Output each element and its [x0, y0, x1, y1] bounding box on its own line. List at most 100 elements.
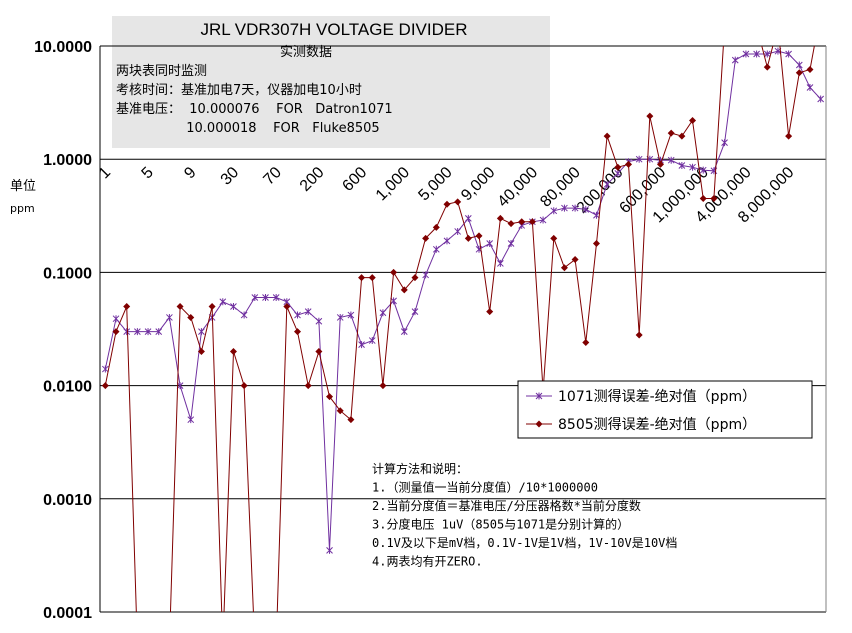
- y-tick-label: 0.0001: [43, 605, 92, 622]
- point: [518, 218, 526, 226]
- point: [326, 393, 334, 401]
- point: [197, 348, 205, 356]
- point: [763, 63, 771, 71]
- point: [432, 223, 440, 231]
- point: [785, 132, 793, 140]
- point: [464, 234, 472, 242]
- point: [646, 112, 654, 120]
- point: [411, 308, 419, 316]
- point: [390, 268, 398, 276]
- point: [635, 331, 643, 339]
- point: [535, 392, 543, 400]
- point: [535, 420, 543, 428]
- x-tick-label: 5,000: [415, 164, 455, 204]
- point: [614, 163, 622, 171]
- info-line: 两块表同时监测: [116, 64, 207, 79]
- point: [721, 23, 728, 30]
- point: [198, 328, 205, 336]
- point: [336, 407, 344, 415]
- point: [294, 311, 301, 319]
- note-line: 3.分度电压 1uV（8505与1071是分别计算的）: [372, 517, 629, 532]
- x-tick-label: 9: [181, 164, 199, 182]
- point: [315, 348, 323, 356]
- x-tick-label: 40,000: [495, 164, 542, 211]
- point: [603, 180, 611, 188]
- point: [101, 382, 109, 390]
- point: [475, 232, 483, 240]
- point: [187, 313, 195, 321]
- point: [732, 23, 739, 30]
- point: [678, 161, 686, 169]
- point: [123, 302, 131, 310]
- point: [560, 264, 568, 272]
- point: [443, 237, 451, 245]
- point: [272, 294, 280, 302]
- y-tick-label: 0.0010: [43, 492, 92, 509]
- point: [304, 382, 312, 390]
- point: [592, 240, 600, 248]
- point: [358, 274, 366, 282]
- point: [571, 204, 579, 212]
- x-tick-label: 30: [218, 164, 243, 189]
- point: [358, 341, 365, 349]
- point: [400, 286, 408, 294]
- point: [795, 69, 803, 77]
- point: [603, 132, 611, 140]
- info-line: 基准电压： 10.000076 FOR Datron1071: [116, 102, 393, 117]
- point: [112, 315, 120, 323]
- point: [678, 132, 686, 140]
- point: [219, 298, 227, 306]
- point: [166, 313, 173, 321]
- point: [486, 308, 494, 316]
- point: [721, 139, 728, 147]
- point: [785, 50, 792, 58]
- note-line: 4.两表均有开ZERO.: [372, 555, 483, 569]
- point: [635, 155, 643, 163]
- point: [230, 302, 237, 310]
- point: [464, 214, 472, 222]
- point: [699, 166, 707, 174]
- point: [336, 313, 344, 321]
- point: [379, 382, 387, 390]
- point: [347, 311, 355, 319]
- point: [422, 271, 429, 279]
- chart-title: JRL VDR307H VOLTAGE DIVIDER: [200, 20, 467, 39]
- y-tick-label: 0.0100: [43, 379, 92, 396]
- point: [454, 227, 462, 235]
- y-unit: 单位: [10, 179, 36, 194]
- point: [251, 294, 259, 302]
- point: [753, 23, 760, 30]
- point: [731, 56, 739, 64]
- point: [155, 328, 163, 336]
- y-tick-label: 0.1000: [43, 265, 92, 282]
- info-box: [112, 16, 550, 148]
- point: [657, 160, 665, 168]
- point: [347, 416, 355, 424]
- point: [817, 8, 824, 15]
- point: [422, 234, 430, 242]
- point: [101, 365, 109, 373]
- note-line: 计算方法和说明：: [372, 461, 468, 476]
- x-tick-label: 9,000: [458, 164, 498, 204]
- point: [561, 204, 568, 212]
- point: [550, 207, 558, 215]
- point: [432, 245, 440, 253]
- x-tick-label: 1,000: [373, 164, 413, 204]
- point: [208, 302, 216, 310]
- point: [699, 194, 707, 202]
- info-line: 10.000018 FOR Fluke8505: [116, 121, 380, 136]
- point: [806, 83, 814, 91]
- point: [742, 23, 749, 30]
- point: [614, 169, 622, 177]
- point: [176, 302, 184, 310]
- point: [368, 274, 376, 282]
- point: [443, 200, 451, 208]
- point: [539, 216, 547, 224]
- point: [550, 234, 558, 242]
- series-line: [104, 46, 815, 612]
- legend: [517, 380, 813, 439]
- note-line: 0.1V及以下是mV档，0.1V-1V是1V档，1V-10V是10V档: [372, 536, 677, 550]
- x-tick-label: 1: [96, 164, 114, 182]
- note-line: 1.（测量值一当前分度值）/10*1000000: [372, 480, 598, 495]
- point: [528, 218, 536, 226]
